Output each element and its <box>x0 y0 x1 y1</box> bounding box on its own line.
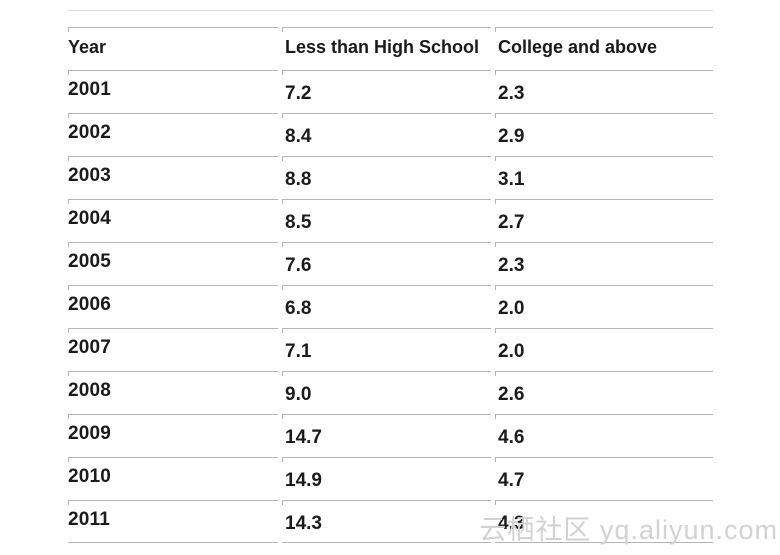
value-cell: 14.7 <box>282 414 491 457</box>
year-cell: 2005 <box>68 242 278 285</box>
year-cell: 2001 <box>68 70 278 113</box>
value-cell: 3.1 <box>495 156 713 199</box>
year-cell: 2011 <box>68 500 278 543</box>
value-cell: 4.6 <box>495 414 713 457</box>
value-cell: 14.9 <box>282 457 491 500</box>
value-cell: 7.6 <box>282 242 491 285</box>
value-cell: 2.9 <box>495 113 713 156</box>
value-cell: 2.7 <box>495 199 713 242</box>
value-cell: 2.3 <box>495 70 713 113</box>
column-header-year: Year <box>68 27 278 70</box>
year-cell: 2009 <box>68 414 278 457</box>
year-cell: 2010 <box>68 457 278 500</box>
value-cell: 7.2 <box>282 70 491 113</box>
value-cell: 2.0 <box>495 328 713 371</box>
table-row: 2004 8.5 2.7 <box>68 199 713 242</box>
value-cell: 2.3 <box>495 242 713 285</box>
column-header-less-than-high-school: Less than High School <box>282 27 491 70</box>
header-row: Year Less than High School College and a… <box>68 27 713 70</box>
table-row: 2006 6.8 2.0 <box>68 285 713 328</box>
value-cell: 4.7 <box>495 457 713 500</box>
value-cell: 4.3 <box>495 500 713 543</box>
value-cell: 2.0 <box>495 285 713 328</box>
year-cell: 2008 <box>68 371 278 414</box>
year-cell: 2006 <box>68 285 278 328</box>
value-cell: 8.4 <box>282 113 491 156</box>
table-row: 2005 7.6 2.3 <box>68 242 713 285</box>
table-row: 2007 7.1 2.0 <box>68 328 713 371</box>
table-row: 2010 14.9 4.7 <box>68 457 713 500</box>
unemployment-table: Year Less than High School College and a… <box>64 27 717 543</box>
value-cell: 7.1 <box>282 328 491 371</box>
table-row: 2003 8.8 3.1 <box>68 156 713 199</box>
value-cell: 14.3 <box>282 500 491 543</box>
table-row: 2001 7.2 2.3 <box>68 70 713 113</box>
table-row: 2008 9.0 2.6 <box>68 371 713 414</box>
top-rule <box>68 10 713 11</box>
value-cell: 8.8 <box>282 156 491 199</box>
year-cell: 2004 <box>68 199 278 242</box>
year-cell: 2002 <box>68 113 278 156</box>
value-cell: 2.6 <box>495 371 713 414</box>
year-cell: 2007 <box>68 328 278 371</box>
column-header-college-and-above: College and above <box>495 27 713 70</box>
value-cell: 6.8 <box>282 285 491 328</box>
value-cell: 9.0 <box>282 371 491 414</box>
table-row: 2009 14.7 4.6 <box>68 414 713 457</box>
value-cell: 8.5 <box>282 199 491 242</box>
year-cell: 2003 <box>68 156 278 199</box>
table-row: 2002 8.4 2.9 <box>68 113 713 156</box>
table-row: 2011 14.3 4.3 <box>68 500 713 543</box>
table-header: Year Less than High School College and a… <box>68 27 713 70</box>
table-body: 2001 7.2 2.3 2002 8.4 2.9 2003 8.8 3.1 2004 8.5 2.7… <box>68 70 713 543</box>
